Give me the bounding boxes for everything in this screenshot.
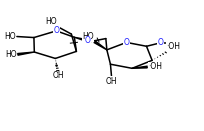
- Text: HO: HO: [46, 17, 57, 26]
- Text: O: O: [124, 38, 129, 47]
- Polygon shape: [132, 66, 147, 68]
- Text: ·OH: ·OH: [148, 62, 162, 71]
- Text: OH: OH: [106, 77, 117, 86]
- Text: HO: HO: [4, 32, 16, 41]
- Polygon shape: [74, 37, 87, 41]
- Text: O: O: [53, 26, 59, 35]
- Text: ·OH: ·OH: [166, 42, 181, 51]
- Polygon shape: [18, 52, 34, 55]
- Text: O: O: [158, 38, 164, 47]
- Text: O: O: [85, 36, 91, 45]
- Text: HO: HO: [82, 32, 94, 41]
- Text: HO: HO: [5, 50, 17, 59]
- Text: OH: OH: [52, 71, 64, 80]
- Polygon shape: [94, 41, 107, 50]
